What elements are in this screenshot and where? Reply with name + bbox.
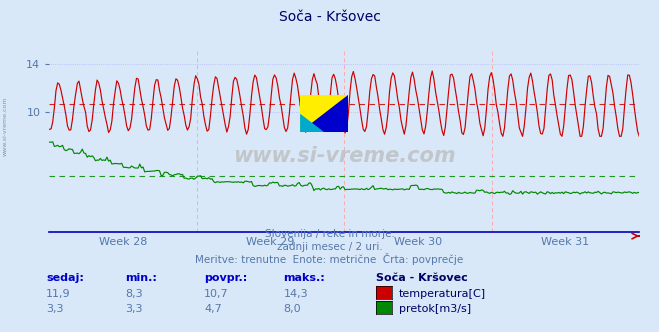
- Text: 8,0: 8,0: [283, 304, 301, 314]
- Polygon shape: [300, 114, 324, 132]
- Text: 4,7: 4,7: [204, 304, 222, 314]
- Text: 3,3: 3,3: [125, 304, 143, 314]
- Text: Soča - Kršovec: Soča - Kršovec: [376, 273, 467, 283]
- Text: temperatura[C]: temperatura[C]: [399, 289, 486, 299]
- Text: Soča - Kršovec: Soča - Kršovec: [279, 10, 380, 24]
- Text: www.si-vreme.com: www.si-vreme.com: [3, 96, 8, 156]
- Text: 3,3: 3,3: [46, 304, 64, 314]
- Text: povpr.:: povpr.:: [204, 273, 248, 283]
- Text: zadnji mesec / 2 uri.: zadnji mesec / 2 uri.: [277, 242, 382, 252]
- Text: 14,3: 14,3: [283, 289, 308, 299]
- Text: Slovenija / reke in morje.: Slovenija / reke in morje.: [264, 229, 395, 239]
- Text: 8,3: 8,3: [125, 289, 143, 299]
- Text: www.si-vreme.com: www.si-vreme.com: [233, 146, 455, 166]
- Text: sedaj:: sedaj:: [46, 273, 84, 283]
- Text: min.:: min.:: [125, 273, 157, 283]
- Text: maks.:: maks.:: [283, 273, 325, 283]
- Text: pretok[m3/s]: pretok[m3/s]: [399, 304, 471, 314]
- Text: 10,7: 10,7: [204, 289, 229, 299]
- Polygon shape: [300, 96, 348, 132]
- Text: Meritve: trenutne  Enote: metrične  Črta: povprečje: Meritve: trenutne Enote: metrične Črta: …: [195, 253, 464, 265]
- Text: 11,9: 11,9: [46, 289, 71, 299]
